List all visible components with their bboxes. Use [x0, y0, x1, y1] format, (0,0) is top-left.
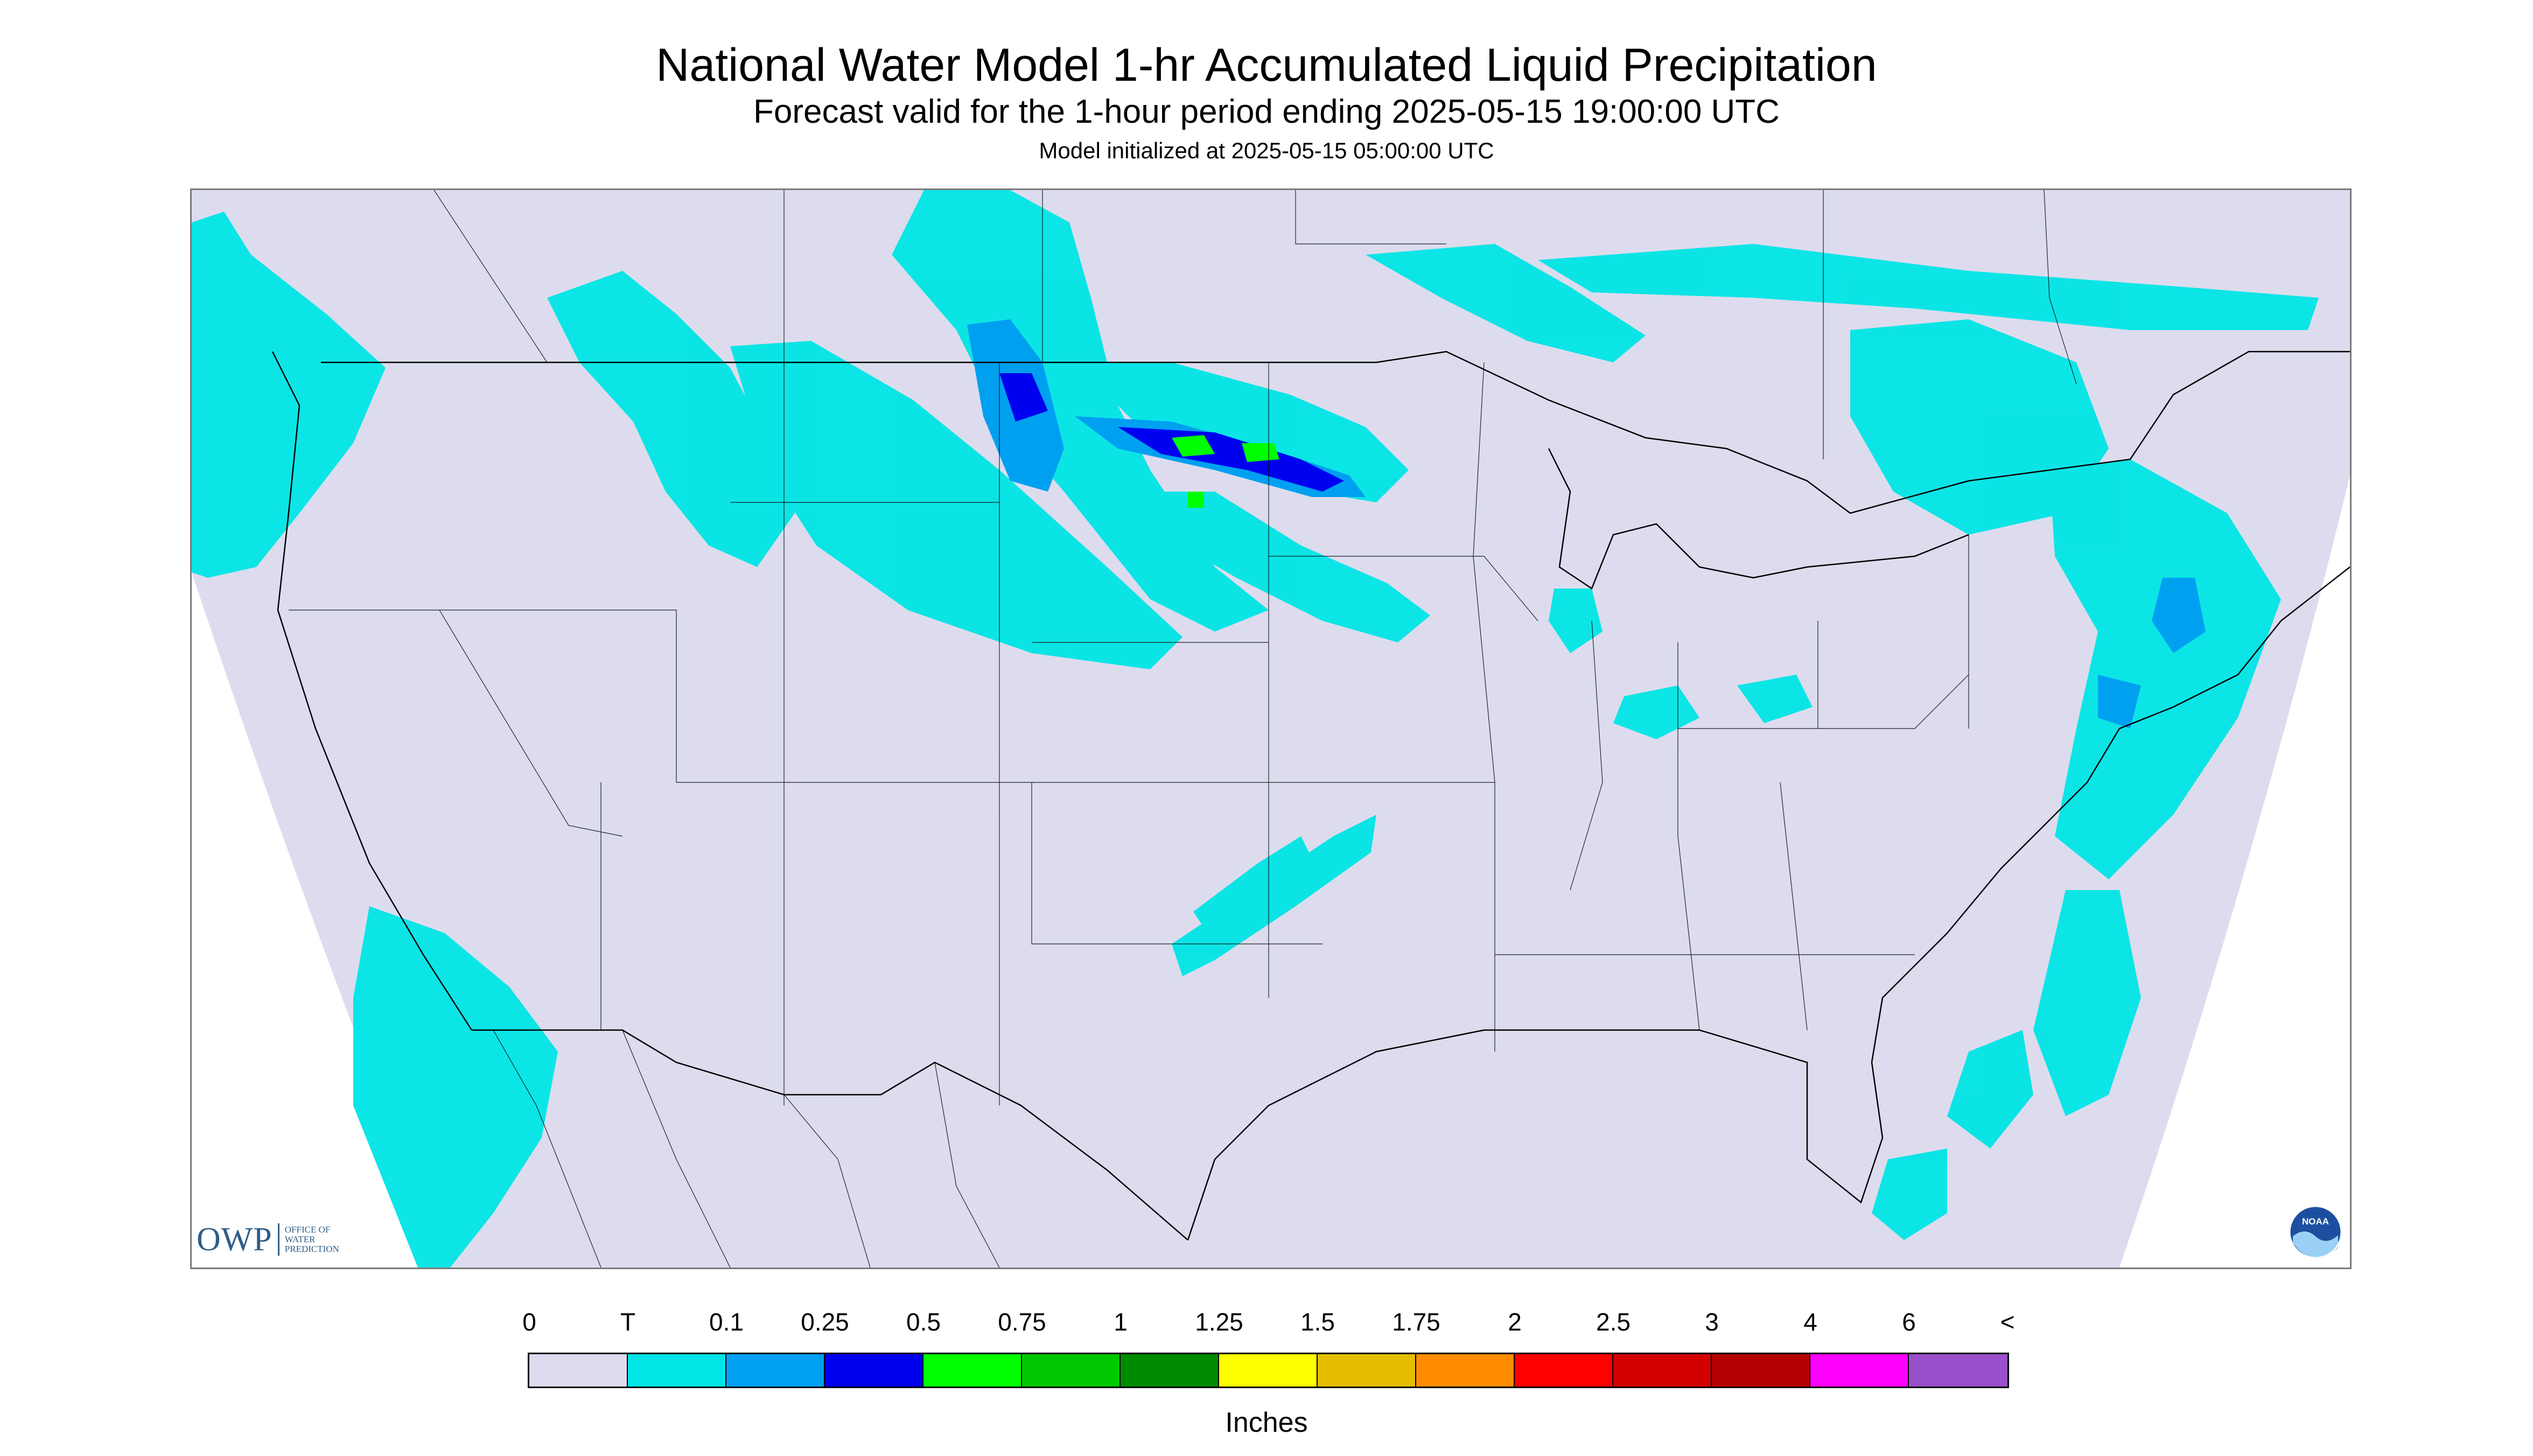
precipitation-map — [190, 188, 2352, 1269]
precip-se-offshore — [1872, 1149, 1947, 1240]
precip-green-areas — [1172, 435, 1279, 508]
legend-tick-label: 2 — [1508, 1308, 1522, 1336]
us-canada-border — [321, 351, 2350, 514]
legend-swatch — [1022, 1354, 1121, 1387]
legend-swatch — [628, 1354, 726, 1387]
map-title: National Water Model 1-hr Accumulated Li… — [656, 39, 1877, 91]
legend-tick-label: 0.5 — [906, 1308, 941, 1336]
map-canvas — [192, 190, 2350, 1268]
precip-canada-band — [1538, 244, 2319, 330]
legend-tick-label: 4 — [1803, 1308, 1817, 1336]
legend-colorbar — [528, 1353, 2009, 1388]
noaa-logo-graphic: NOAA — [2289, 1205, 2342, 1259]
precip-northeast — [2049, 459, 2281, 879]
precip-ohio-valley — [1737, 675, 1813, 723]
state-boundaries — [289, 362, 1969, 1105]
mexico-boundaries — [493, 1030, 1000, 1268]
owp-logo-line-3: PREDICTION — [284, 1244, 339, 1254]
precip-pacific-nw — [192, 212, 386, 578]
legend-units: Inches — [1225, 1407, 1308, 1438]
legend-swatch — [1318, 1354, 1416, 1387]
legend-tick-label: 6 — [1902, 1308, 1916, 1336]
legend-tick-label: 3 — [1705, 1308, 1719, 1336]
legend-tick-label: 0 — [522, 1308, 536, 1336]
west-coast — [271, 351, 473, 1031]
legend-swatch — [1712, 1354, 1810, 1387]
precip-oklahoma-streak — [1172, 815, 1376, 976]
legend-swatch — [1909, 1354, 2007, 1387]
great-lakes — [1548, 448, 1969, 590]
legend-tick-label: 0.75 — [998, 1308, 1046, 1336]
precip-mid-atlantic-offshore — [2033, 890, 2141, 1116]
legend-tick-label: 2.5 — [1596, 1308, 1631, 1336]
precip-trace-areas — [192, 190, 2319, 1268]
us-mexico-border — [472, 1029, 1188, 1241]
political-boundaries — [271, 351, 2350, 1241]
precip-upper-midwest-streaks — [1366, 244, 1646, 362]
legend-swatch — [923, 1354, 1022, 1387]
legend-tick-label: < — [2000, 1308, 2015, 1336]
legend-swatch — [529, 1354, 628, 1387]
legend-tick-label: 1.75 — [1392, 1308, 1440, 1336]
noaa-logo: NOAA — [2289, 1205, 2342, 1262]
legend-swatch — [1515, 1354, 1613, 1387]
legend-tick-label: T — [620, 1308, 636, 1336]
precip-sd-nebraska — [1150, 492, 1430, 642]
legend-tick-label: 1 — [1114, 1308, 1128, 1336]
precip-gulf-atlantic — [1947, 1030, 2033, 1149]
legend-swatch — [726, 1354, 825, 1387]
precip-dark-blue-areas — [999, 373, 1344, 492]
east-coast — [1871, 566, 2350, 1063]
owp-logo-mark: OWP — [197, 1221, 272, 1258]
legend-swatch — [1219, 1354, 1318, 1387]
noaa-logo-text: NOAA — [2302, 1216, 2329, 1227]
owp-logo-line-2: WATER — [284, 1234, 316, 1244]
legend-swatch — [825, 1354, 923, 1387]
legend-swatch — [1810, 1354, 1909, 1387]
legend-tick-label: 0.1 — [709, 1308, 744, 1336]
legend-swatch — [1416, 1354, 1515, 1387]
legend-swatch — [1613, 1354, 1712, 1387]
precip-oklahoma-streak-2 — [1193, 836, 1312, 928]
legend-tick-label: 0.25 — [801, 1308, 849, 1336]
precip-baja-pacific — [353, 906, 558, 1268]
precip-great-lakes-east — [1850, 319, 2109, 535]
legend-tick-label: 1.5 — [1300, 1308, 1335, 1336]
precip-northern-rockies — [547, 271, 795, 567]
owp-logo-divider — [277, 1223, 279, 1256]
legend-swatch — [1121, 1354, 1219, 1387]
precip-michigan — [1549, 589, 1603, 653]
canada-boundaries — [433, 190, 2077, 459]
owp-logo: OWP OFFICE OF WATER PREDICTION — [197, 1218, 339, 1261]
legend-tick-label: 1.25 — [1195, 1308, 1243, 1336]
gulf-coast — [1187, 1029, 1884, 1241]
owp-logo-line-1: OFFICE OF — [284, 1224, 331, 1235]
precip-montana-wyoming — [730, 341, 1182, 669]
owp-logo-text: OFFICE OF WATER PREDICTION — [285, 1225, 339, 1254]
forecast-valid-line: Forecast valid for the 1-hour period end… — [753, 93, 1780, 130]
model-init-line: Model initialized at 2025-05-15 05:00:00… — [1039, 138, 1494, 163]
